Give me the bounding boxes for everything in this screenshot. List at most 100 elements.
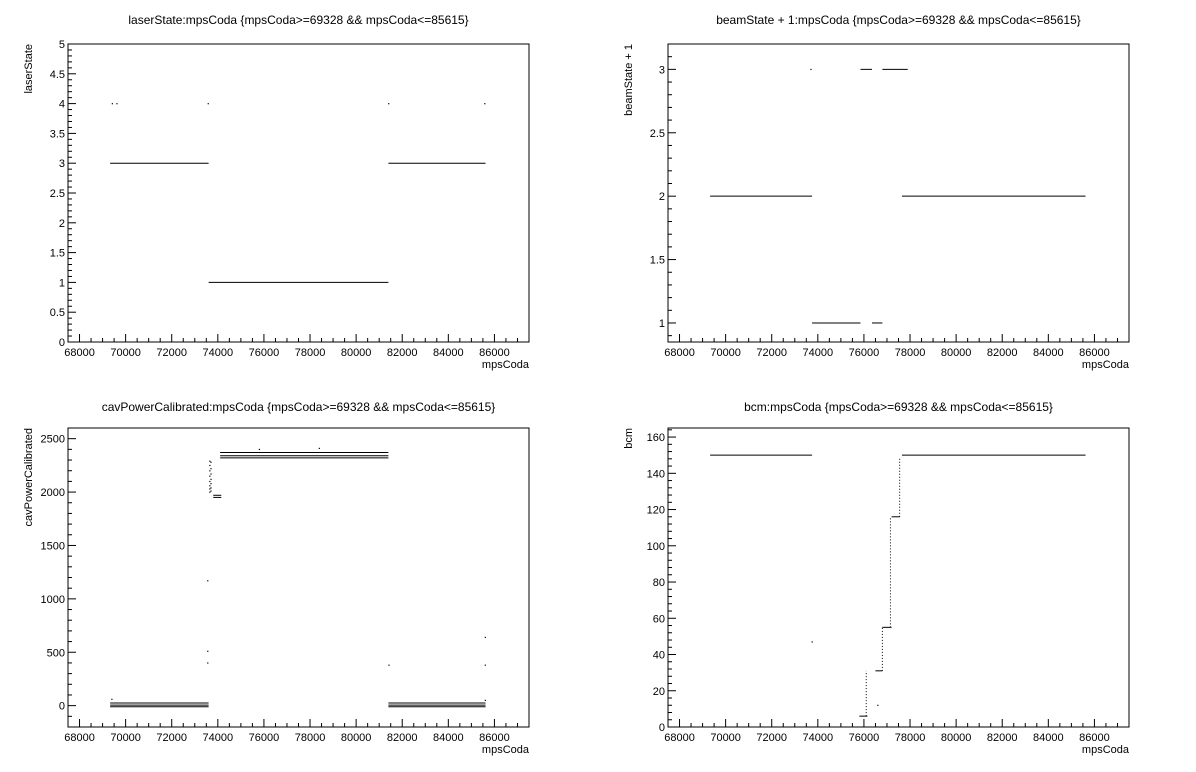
x-tick-label: 78000 [295,347,326,359]
x-tick-label: 82000 [987,732,1018,744]
data-point [210,473,212,475]
y-tick-label: 1500 [41,540,65,552]
data-point [210,483,212,485]
x-tick-label: 84000 [433,347,464,359]
plot-frame [67,427,530,728]
data-point [210,490,212,492]
x-tick-label: 80000 [341,347,372,359]
x-tick-label: 68000 [64,347,95,359]
y-tick-label: 3 [59,158,65,170]
x-axis-label: mpsCoda [482,744,530,756]
data-point [209,485,211,487]
x-tick-label: 86000 [1079,732,1110,744]
y-tick-label: 500 [47,647,65,659]
x-tick-label: 80000 [941,732,972,744]
x-tick-label: 72000 [756,732,787,744]
data-point [207,103,209,105]
y-tick-label: 160 [647,432,665,444]
x-tick-label: 70000 [110,347,141,359]
data-point [209,470,211,472]
data-point [810,68,812,71]
y-tick-label: 40 [653,650,665,662]
x-tick-label: 74000 [803,347,834,359]
chart-title: cavPowerCalibrated:mpsCoda {mpsCoda>=693… [102,400,496,414]
y-tick-label: 1000 [41,594,65,606]
data-point [111,103,113,105]
x-tick-label: 74000 [803,732,834,744]
y-tick-label: 1 [59,277,65,289]
y-tick-label: 2 [659,191,665,203]
x-tick-label: 80000 [341,732,372,744]
x-tick-label: 68000 [664,347,695,359]
chart-panel-2: cavPowerCalibrated:mpsCoda {mpsCoda>=693… [23,400,530,756]
data-point [484,664,486,666]
data-point [210,478,212,480]
data-point [484,103,486,105]
y-tick-label: 80 [653,577,665,589]
y-tick-label: 140 [647,468,665,480]
x-axis-label: mpsCoda [1082,744,1130,756]
x-tick-label: 76000 [849,347,880,359]
data-point [258,448,261,451]
plot-frame [667,43,1130,343]
data-point [484,636,486,638]
x-tick-label: 72000 [756,347,787,359]
x-tick-label: 86000 [479,347,510,359]
chart-panel-1: beamState + 1:mpsCoda {mpsCoda>=69328 &&… [623,13,1130,371]
plot-frame [67,43,530,343]
data-point [209,475,211,477]
x-tick-label: 84000 [1033,732,1064,744]
x-tick-label: 82000 [987,347,1018,359]
data-point [207,650,209,652]
chart-title: laserState:mpsCoda {mpsCoda>=69328 && mp… [128,13,468,27]
x-tick-label: 70000 [710,347,741,359]
y-tick-label: 120 [647,505,665,517]
y-tick-label: 2.5 [650,128,665,140]
data-point [111,698,113,700]
x-tick-label: 70000 [110,732,141,744]
x-tick-label: 68000 [64,732,95,744]
y-axis-label: beamState + 1 [623,44,635,116]
data-point [207,580,209,582]
x-tick-label: 78000 [895,347,926,359]
y-tick-label: 1.5 [650,255,665,267]
x-tick-label: 80000 [941,347,972,359]
chart-panel-0: laserState:mpsCoda {mpsCoda>=69328 && mp… [23,13,530,371]
data-point [811,641,813,643]
y-tick-label: 3 [659,64,665,76]
data-point [207,662,209,664]
data-point [209,491,211,493]
y-tick-label: 3.5 [50,128,65,140]
x-tick-label: 84000 [433,732,464,744]
data-point [209,488,211,490]
x-tick-label: 86000 [1079,347,1110,359]
y-tick-label: 4 [59,99,65,111]
x-axis-label: mpsCoda [482,359,530,371]
y-axis-label: cavPowerCalibrated [23,428,35,526]
data-point [484,699,486,702]
y-axis-label: bcm [623,428,635,449]
x-tick-label: 74000 [203,732,234,744]
x-tick-label: 76000 [249,732,280,744]
y-tick-label: 2.5 [50,188,65,200]
data-point [209,464,211,467]
y-tick-label: 20 [653,686,665,698]
x-tick-label: 68000 [664,732,695,744]
y-tick-label: 5 [59,39,65,51]
x-tick-label: 72000 [156,732,187,744]
y-axis-label: laserState [23,44,35,94]
data-point [209,460,211,462]
y-tick-label: 4.5 [50,69,65,81]
x-tick-label: 76000 [849,732,880,744]
x-tick-label: 82000 [387,732,418,744]
y-tick-label: 1 [659,318,665,330]
x-tick-label: 70000 [710,732,741,744]
x-tick-label: 72000 [156,347,187,359]
x-axis-label: mpsCoda [1082,359,1130,371]
data-point [388,664,390,666]
data-point [210,468,212,470]
y-tick-label: 60 [653,613,665,625]
x-tick-label: 78000 [895,732,926,744]
x-tick-label: 84000 [1033,347,1064,359]
